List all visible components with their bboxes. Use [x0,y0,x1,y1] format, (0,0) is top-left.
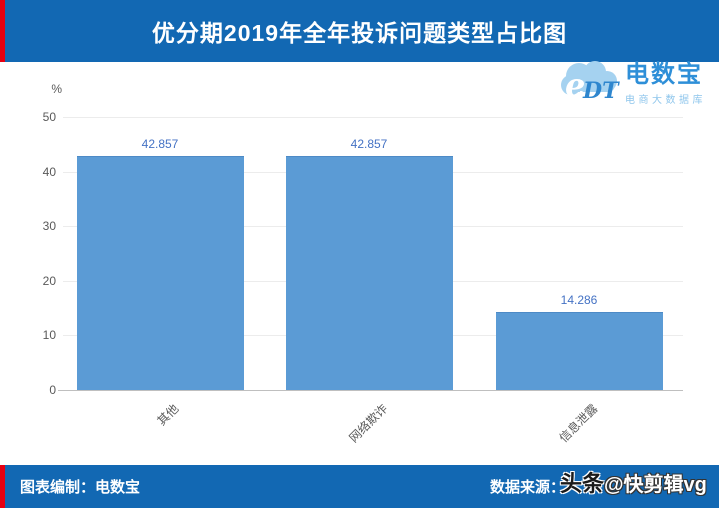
logo-texts: 电数宝 电商大数据库 [625,61,706,107]
x-category-label: 网络欺诈 [346,401,391,446]
gridline-50 [63,117,683,118]
bar-chart-plot-area: % 0 10 20 30 40 50 42.857 其他 42.857 网络欺诈 14.286 信息泄… [0,62,719,465]
bar-网络欺诈 [285,156,453,390]
y-tick-label-50: 50 [42,110,56,124]
header-accent-strip [0,0,5,62]
page-title: 优分期2019年全年投诉问题类型占比图 [151,20,568,46]
y-tick-label-30: 30 [42,219,56,234]
watermark-suffix: @快剪辑vg [604,474,707,496]
footer-banner: 图表编制：电数宝 数据来源： [0,465,719,508]
cloud-logo-icon: e DT [561,61,620,104]
footer-credit-label: 图表编制：电数宝 [20,479,141,496]
svg-text:e: e [565,66,585,104]
watermark-prefix: 头条 [560,471,605,496]
bar-value-label: 14.286 [560,292,598,307]
y-tick-label-20: 20 [42,273,56,288]
bar-value-label: 42.857 [141,137,179,151]
x-axis-line [58,390,683,391]
bar-其他 [76,156,244,390]
logo-subtitle: 电商大数据库 [625,95,706,106]
footer-source-label: 数据来源： [490,479,566,496]
svg-text:DT: DT [582,78,620,104]
y-tick-label-0: 0 [49,383,56,397]
x-category-label: 信息泄露 [556,401,601,446]
y-axis-unit-label: % [51,82,62,96]
logo-name: 电数宝 [625,61,703,88]
header-banner: 优分期2019年全年投诉问题类型占比图 [0,0,719,62]
y-tick-label-40: 40 [42,164,56,179]
bar-value-label: 42.857 [350,137,388,151]
y-tick-label-10: 10 [42,328,56,343]
footer-accent-strip [0,465,5,508]
x-category-label: 其他 [154,401,182,429]
watermark: 头条@快剪辑vg [560,466,707,498]
bar-信息泄露 [495,311,663,390]
brand-logo: e DT 电数宝 电商大数据库 [557,56,709,118]
